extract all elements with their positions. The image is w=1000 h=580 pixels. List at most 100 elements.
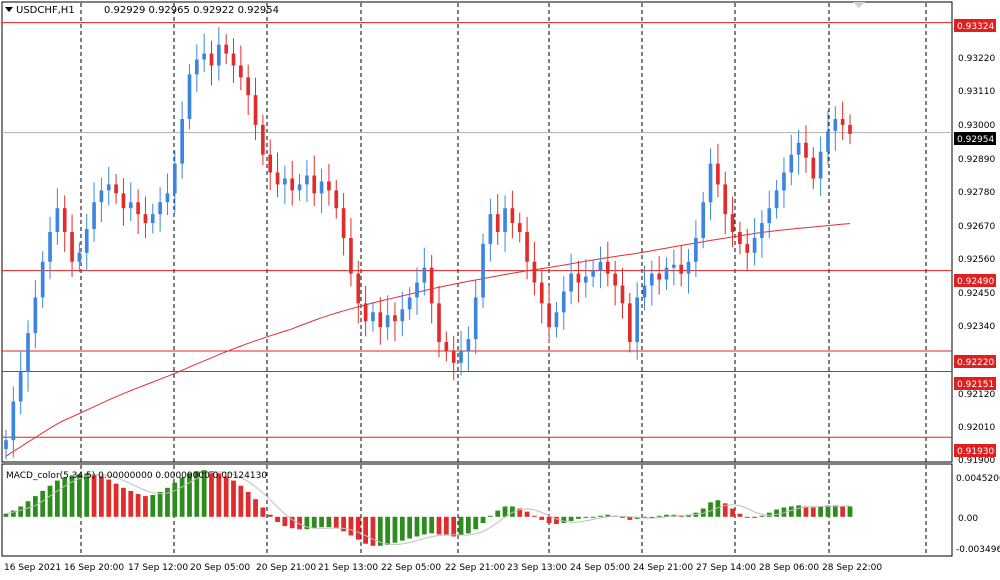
dropdown-triangle-icon[interactable] bbox=[5, 7, 13, 12]
price-tick: 0.93110 bbox=[958, 87, 995, 97]
candle-body bbox=[297, 184, 302, 191]
candle-body bbox=[782, 172, 786, 191]
candle-body bbox=[481, 243, 485, 298]
macd-bar bbox=[642, 516, 647, 518]
level-price-text: 0.91930 bbox=[957, 447, 994, 457]
macd-bar bbox=[583, 516, 589, 518]
macd-bar bbox=[458, 516, 464, 536]
time-label: 23 Sep 13:00 bbox=[507, 563, 567, 573]
candle-body bbox=[503, 208, 507, 232]
macd-bar bbox=[209, 471, 214, 517]
macd-bar bbox=[194, 471, 200, 517]
candle-body bbox=[488, 214, 493, 244]
macd-bar bbox=[730, 508, 735, 517]
level-price-tag bbox=[954, 274, 996, 287]
macd-bar bbox=[627, 516, 633, 520]
macd-bar bbox=[832, 505, 838, 517]
candle-body bbox=[106, 184, 111, 191]
macd-bar bbox=[473, 516, 479, 530]
macd-bar bbox=[150, 495, 156, 517]
candle-body bbox=[627, 303, 632, 343]
candle-body bbox=[92, 202, 96, 230]
current-price-text: 0.92954 bbox=[957, 135, 994, 145]
macd-bar bbox=[223, 476, 229, 517]
macd-tick: 0.0045206 bbox=[956, 474, 1000, 484]
macd-tick: 0.00 bbox=[958, 514, 978, 524]
symbol-timeframe-label: USDCHF,H1 bbox=[16, 5, 75, 16]
macd-bar bbox=[399, 516, 405, 541]
price-panel-frame bbox=[1, 1, 953, 463]
candle-body bbox=[33, 297, 38, 334]
candle-body bbox=[62, 208, 67, 232]
candle-body bbox=[202, 53, 206, 60]
macd-bar bbox=[517, 508, 523, 517]
candle-body bbox=[811, 157, 816, 179]
macd-bar bbox=[510, 506, 515, 517]
macd-bar bbox=[348, 516, 354, 536]
candle-body bbox=[385, 315, 390, 328]
macd-bar bbox=[539, 516, 545, 520]
macd-bar bbox=[282, 516, 288, 527]
macd-bar bbox=[69, 475, 75, 517]
macd-bar bbox=[47, 485, 53, 517]
macd-bar bbox=[576, 516, 581, 519]
macd-bar bbox=[421, 516, 427, 535]
candle-body bbox=[327, 181, 331, 191]
candle-body bbox=[473, 297, 478, 340]
macd-bar bbox=[10, 510, 16, 517]
macd-bar bbox=[54, 480, 60, 517]
macd-bar bbox=[656, 515, 662, 517]
chart-header[interactable]: USDCHF,H1 0.92929 0.92965 0.92922 0.9295… bbox=[5, 5, 279, 16]
candle-body bbox=[620, 285, 625, 304]
macd-indicator-label: MACD_color(5,34,5) 0.00000000 0.00000000… bbox=[6, 471, 267, 481]
candle-body bbox=[686, 261, 691, 274]
macd-bar bbox=[77, 474, 82, 517]
macd-bar bbox=[341, 516, 346, 532]
macd-bar bbox=[825, 505, 831, 517]
candle-body bbox=[451, 350, 456, 363]
candle-body bbox=[672, 264, 676, 268]
candle-body bbox=[114, 184, 118, 194]
price-tick: 0.92670 bbox=[958, 222, 995, 232]
candle-body bbox=[312, 175, 317, 194]
macd-bar bbox=[216, 473, 222, 517]
macd-bar bbox=[605, 514, 611, 517]
macd-bar bbox=[766, 512, 772, 517]
macd-bar bbox=[392, 516, 398, 543]
macd-bar bbox=[465, 516, 471, 534]
candle-body bbox=[664, 267, 669, 280]
macd-bar bbox=[664, 514, 669, 517]
candle-body bbox=[422, 267, 427, 283]
macd-bar bbox=[620, 516, 625, 518]
time-axis: 16 Sep 2021 16 Sep 20:00 17 Sep 12:00 20… bbox=[4, 563, 882, 573]
price-tick: 0.92780 bbox=[958, 188, 995, 198]
candle-body bbox=[217, 44, 221, 66]
candle-body bbox=[4, 440, 8, 450]
moving-average bbox=[5, 223, 851, 457]
time-label: 20 Sep 21:00 bbox=[256, 563, 316, 573]
macd-bar bbox=[598, 515, 603, 517]
macd-bar bbox=[502, 506, 508, 517]
time-label: 28 Sep 06:00 bbox=[759, 563, 819, 573]
macd-bar bbox=[121, 487, 126, 517]
candle-body bbox=[246, 77, 251, 96]
candle-body bbox=[796, 142, 801, 155]
one-click-trading-icon[interactable] bbox=[853, 2, 865, 8]
macd-bar bbox=[135, 494, 141, 517]
candle-body bbox=[334, 190, 339, 209]
macd-bar bbox=[554, 516, 559, 525]
candle-body bbox=[400, 309, 405, 322]
candle-body bbox=[679, 264, 684, 274]
candle-body bbox=[194, 59, 199, 75]
price-tick: 0.92890 bbox=[958, 155, 995, 165]
macd-bar bbox=[238, 485, 244, 517]
macd-bar bbox=[106, 479, 112, 517]
time-label: 24 Sep 05:00 bbox=[570, 563, 630, 573]
macd-bar bbox=[304, 516, 310, 530]
macd-bar bbox=[333, 516, 339, 529]
macd-bar bbox=[487, 515, 493, 517]
candle-body bbox=[121, 193, 126, 209]
macd-bar bbox=[25, 501, 31, 517]
macd-bar bbox=[752, 516, 757, 518]
